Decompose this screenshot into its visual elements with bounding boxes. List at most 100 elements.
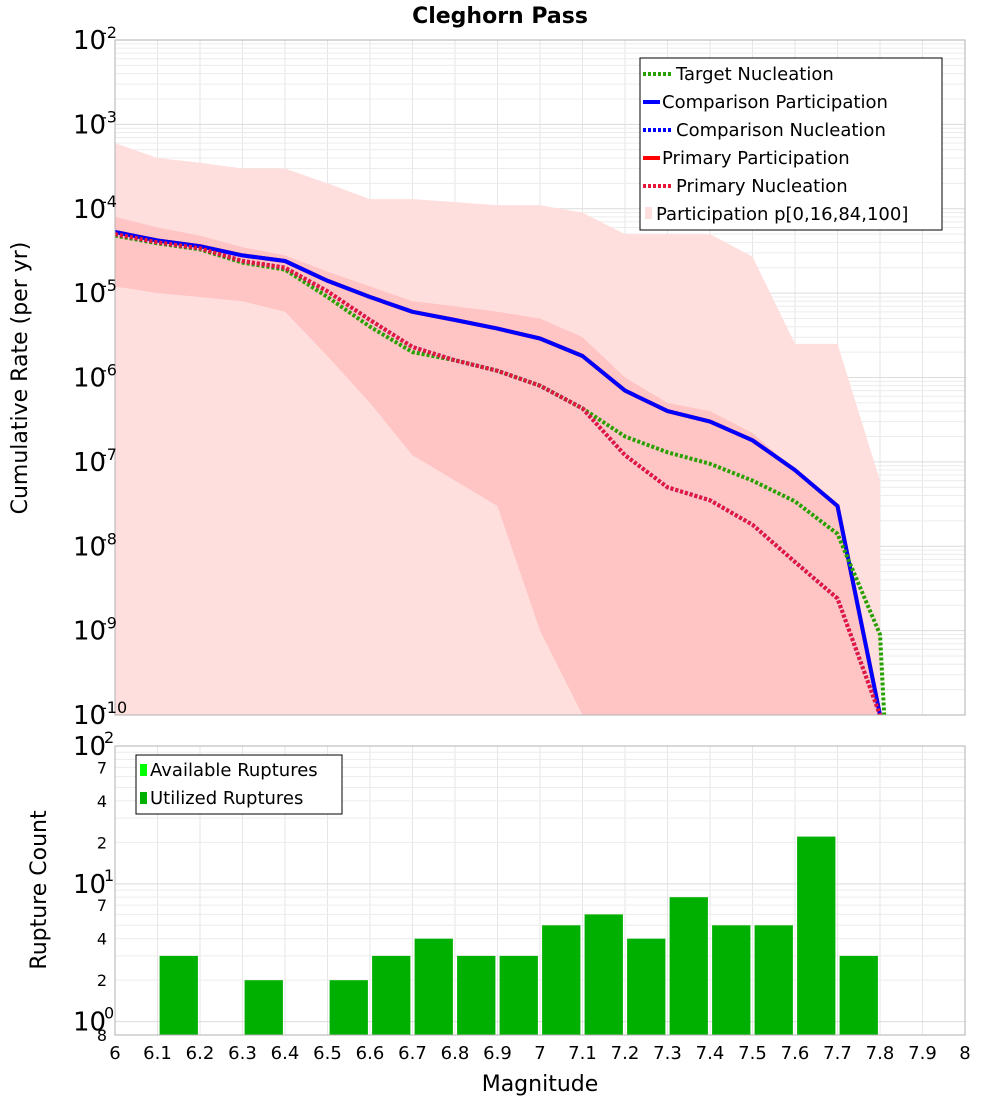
bottom-y-tick-minor: 7 bbox=[97, 758, 107, 777]
top-y-tick-mantissa: 10 bbox=[73, 701, 106, 731]
rupture-bar bbox=[244, 980, 283, 1035]
top-y-axis-label: Cumulative Rate (per yr) bbox=[8, 242, 33, 515]
x-axis-label: Magnitude bbox=[482, 1072, 599, 1097]
rupture-bar bbox=[329, 980, 368, 1035]
top-y-tick-exponent: -4 bbox=[101, 192, 117, 211]
top-y-tick-labels: 10-210-310-410-510-610-710-810-910-10 bbox=[73, 23, 127, 731]
bottom-y-tick-exponent: 1 bbox=[104, 866, 114, 885]
rupture-bar bbox=[414, 938, 453, 1035]
rupture-bar bbox=[159, 955, 198, 1035]
bottom-y-tick-exponent: 0 bbox=[104, 1004, 114, 1023]
top-y-tick-mantissa: 10 bbox=[73, 26, 106, 56]
legend-utilized-swatch bbox=[140, 792, 147, 804]
legend-available-ruptures: Available Ruptures bbox=[150, 760, 318, 781]
bottom-legend: Available Ruptures Utilized Ruptures bbox=[135, 754, 343, 815]
x-tick-label: 6.4 bbox=[271, 1043, 300, 1064]
x-tick-label: 7.3 bbox=[653, 1043, 682, 1064]
x-tick-label: 6.7 bbox=[398, 1043, 427, 1064]
legend-available-swatch bbox=[140, 764, 147, 776]
top-y-tick-mantissa: 10 bbox=[73, 617, 106, 647]
top-y-tick-mantissa: 10 bbox=[73, 364, 106, 394]
bottom-y-tick-mantissa: 10 bbox=[73, 870, 106, 900]
x-tick-label: 7.6 bbox=[781, 1043, 810, 1064]
x-tick-label: 6.8 bbox=[441, 1043, 470, 1064]
rupture-bar bbox=[712, 925, 751, 1035]
legend-participation-band-swatch bbox=[645, 207, 652, 219]
rupture-bars bbox=[159, 836, 878, 1035]
x-tick-label: 7.8 bbox=[866, 1043, 895, 1064]
top-y-tick-exponent: -2 bbox=[101, 23, 117, 42]
top-y-tick-exponent: -3 bbox=[101, 107, 117, 126]
legend-participation-band: Participation p[0,16,84,100] bbox=[656, 204, 908, 225]
rupture-bar bbox=[754, 925, 793, 1035]
legend-target-nucleation: Target Nucleation bbox=[675, 64, 834, 85]
rupture-bar bbox=[457, 955, 496, 1035]
rupture-bar bbox=[797, 836, 836, 1035]
x-tick-labels: 6 6.1 6.2 6.3 6.4 6.5 6.6 6.7 6.8 6.9 7 7.1 7.2 7.3 7.… bbox=[109, 1043, 970, 1064]
bottom-y-tick-minor: 2 bbox=[97, 833, 107, 852]
bottom-y-tick-minor: 2 bbox=[97, 971, 107, 990]
x-tick-label: 6.1 bbox=[143, 1043, 172, 1064]
bottom-y-tick-mantissa: 10 bbox=[73, 732, 106, 762]
legend-comparison-participation: Comparison Participation bbox=[662, 92, 888, 113]
x-tick-label: 7.9 bbox=[908, 1043, 937, 1064]
x-tick-label: 6.6 bbox=[356, 1043, 385, 1064]
rupture-bar bbox=[627, 938, 666, 1035]
rupture-bar bbox=[542, 925, 581, 1035]
rate-series-lines bbox=[115, 230, 887, 715]
top-y-tick-exponent: -8 bbox=[101, 529, 117, 548]
series-primary-nucleation bbox=[115, 232, 882, 715]
x-tick-label: 7.7 bbox=[823, 1043, 852, 1064]
x-tick-label: 6.9 bbox=[483, 1043, 512, 1064]
bottom-gridlines bbox=[114, 745, 966, 1035]
top-y-tick-exponent: -7 bbox=[101, 445, 117, 464]
top-y-tick-exponent: -10 bbox=[101, 698, 127, 717]
top-y-tick-mantissa: 10 bbox=[73, 279, 106, 309]
bottom-y-tick-minor: 4 bbox=[97, 792, 107, 811]
bottom-y-axis-label: Rupture Count bbox=[27, 810, 52, 970]
legend-primary-nucleation: Primary Nucleation bbox=[676, 176, 848, 197]
x-tick-label: 6.3 bbox=[228, 1043, 257, 1064]
band-p16-p84 bbox=[115, 216, 880, 715]
top-legend: Target Nucleation Comparison Participati… bbox=[639, 57, 943, 231]
x-tick-label: 7.1 bbox=[568, 1043, 597, 1064]
x-tick-label: 8 bbox=[959, 1043, 970, 1064]
top-y-tick-mantissa: 10 bbox=[73, 448, 106, 478]
x-tick-label: 6 bbox=[109, 1043, 120, 1064]
legend-comparison-nucleation: Comparison Nucleation bbox=[676, 120, 886, 141]
x-tick-label: 7.2 bbox=[611, 1043, 640, 1064]
rupture-bar bbox=[839, 955, 878, 1035]
rate-plot-panel: 10-210-310-410-510-610-710-810-910-10 Cu… bbox=[8, 23, 966, 731]
x-tick-label: 6.2 bbox=[186, 1043, 215, 1064]
bottom-y-tick-exponent: 2 bbox=[104, 728, 114, 747]
bottom-y-tick-mantissa: 10 bbox=[73, 1008, 106, 1038]
chart-title: Cleghorn Pass bbox=[412, 4, 588, 29]
x-tick-label: 6.5 bbox=[313, 1043, 342, 1064]
bottom-y-tick-minor: 4 bbox=[97, 930, 107, 949]
top-y-tick-exponent: -9 bbox=[101, 614, 117, 633]
percentile-bands bbox=[115, 143, 880, 716]
top-plot-frame bbox=[114, 39, 966, 716]
top-y-tick-exponent: -6 bbox=[101, 361, 117, 380]
bottom-plot-frame bbox=[114, 745, 966, 1036]
rupture-bar bbox=[584, 914, 623, 1035]
legend-primary-participation: Primary Participation bbox=[662, 148, 850, 169]
x-tick-label: 7.5 bbox=[738, 1043, 767, 1064]
top-y-tick-exponent: -5 bbox=[101, 276, 117, 295]
x-tick-label: 7.4 bbox=[696, 1043, 725, 1064]
rupture-bar bbox=[499, 955, 538, 1035]
series-comparison-participation bbox=[115, 230, 882, 715]
x-tick-label: 7 bbox=[534, 1043, 545, 1064]
bottom-legend-box bbox=[135, 754, 343, 815]
top-legend-box bbox=[639, 57, 943, 231]
top-y-tick-mantissa: 10 bbox=[73, 110, 106, 140]
top-y-tick-mantissa: 10 bbox=[73, 195, 106, 225]
top-y-tick-mantissa: 10 bbox=[73, 532, 106, 562]
rupture-bar bbox=[372, 955, 411, 1035]
rupture-bar bbox=[669, 897, 708, 1035]
legend-utilized-ruptures: Utilized Ruptures bbox=[150, 788, 303, 809]
bottom-y-tick-minor: 8 bbox=[97, 1026, 107, 1045]
